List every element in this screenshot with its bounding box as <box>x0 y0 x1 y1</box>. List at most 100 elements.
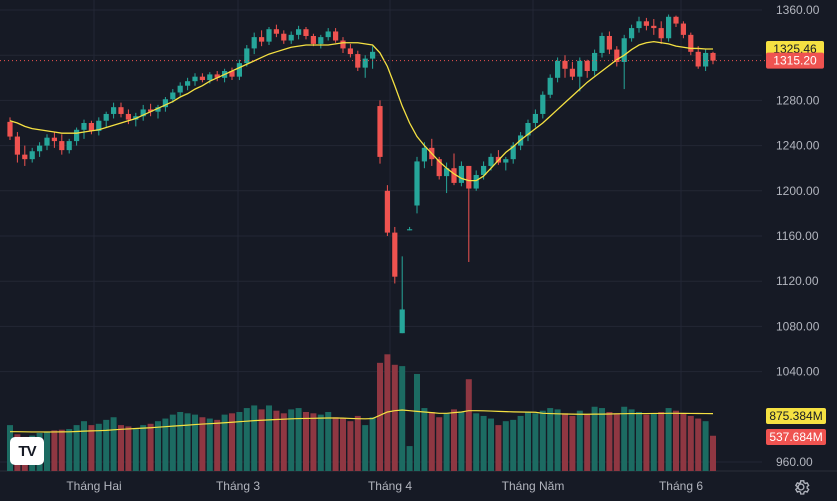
candle-body <box>636 21 642 29</box>
volume-bar <box>221 414 228 471</box>
candle <box>259 30 265 47</box>
candle-body <box>377 106 383 157</box>
candle-body <box>599 35 605 53</box>
volume-bar <box>406 446 413 471</box>
price-tick-label: 1200.00 <box>776 184 820 198</box>
candle-body <box>310 35 316 44</box>
time-tick-label: Tháng 3 <box>216 479 260 493</box>
volume-bar <box>532 413 539 471</box>
volume-ma-tag: 875.384M <box>766 408 826 424</box>
volume-bar <box>303 412 309 471</box>
candle-body <box>562 60 568 69</box>
candle <box>532 109 538 128</box>
candle-body <box>643 21 649 26</box>
candle <box>266 26 272 46</box>
candle <box>525 119 531 142</box>
candle <box>666 14 672 42</box>
time-tick-label: Tháng 6 <box>659 479 703 493</box>
candle-body <box>466 165 472 189</box>
svg-text:537.684M: 537.684M <box>769 430 822 444</box>
candle-body <box>148 109 154 112</box>
volume-bar <box>687 415 694 471</box>
volume-bar <box>458 412 465 471</box>
volume-bar <box>421 408 428 471</box>
volume-bar <box>628 409 635 471</box>
volume-bar <box>295 408 302 471</box>
candle <box>710 51 716 65</box>
volume-bar <box>621 406 628 471</box>
candle <box>414 156 420 214</box>
gear-icon[interactable] <box>791 477 811 497</box>
candle-body <box>333 31 339 41</box>
volume-bar <box>88 425 95 471</box>
last-price-tag: 1315.20 <box>766 52 824 69</box>
candle <box>310 33 316 47</box>
tradingview-logo[interactable]: TV <box>10 437 44 465</box>
candle-body <box>14 136 20 155</box>
candle <box>466 165 472 262</box>
candle-body <box>207 74 213 81</box>
time-axis[interactable]: Tháng Hai Tháng 3 Tháng 4 Tháng Năm Tháng 6 <box>66 479 703 493</box>
candle-body <box>473 174 479 189</box>
volume-bar <box>118 425 124 471</box>
candle <box>370 46 376 69</box>
candle <box>407 226 413 231</box>
volume-bar <box>214 419 221 471</box>
candle <box>59 134 65 155</box>
candlestick-series <box>7 14 716 334</box>
candle-body <box>318 37 324 44</box>
candle-body <box>584 60 590 72</box>
volume-bar <box>584 414 591 471</box>
candle <box>273 24 279 38</box>
candle-body <box>680 23 686 35</box>
candle <box>458 161 464 187</box>
candle-body <box>577 60 583 77</box>
last-volume-tag: 537.684M <box>766 429 826 445</box>
candle-body <box>547 77 553 95</box>
volume-bar <box>162 418 169 471</box>
candle <box>44 134 50 151</box>
candle-body <box>229 71 235 77</box>
price-tags: 1325.46 1315.20 875.384M 537.684M <box>766 41 826 445</box>
volume-bar <box>562 413 568 471</box>
candle-body <box>236 63 242 77</box>
candle <box>569 61 575 81</box>
candle <box>296 25 302 40</box>
candle <box>251 32 257 55</box>
candle-body <box>177 85 183 93</box>
volume-bar <box>310 413 317 471</box>
candle-body <box>118 107 124 114</box>
candle <box>236 59 242 81</box>
candle-body <box>532 113 538 123</box>
candle <box>680 21 686 39</box>
volume-bar <box>650 413 657 471</box>
volume-bar <box>414 373 420 471</box>
candle-body <box>340 40 346 49</box>
price-tick-label: 1120.00 <box>776 274 819 288</box>
volume-bar <box>73 425 80 471</box>
volume-bars <box>7 354 716 471</box>
volume-bar <box>140 425 147 471</box>
candle-body <box>22 154 28 160</box>
candle-body <box>199 76 205 81</box>
price-tick-label: 1080.00 <box>776 319 820 333</box>
candle-body <box>51 137 57 142</box>
candle-body <box>688 34 694 52</box>
candle-body <box>436 159 442 177</box>
volume-bar <box>44 431 50 471</box>
candle-body <box>710 52 716 61</box>
candle <box>325 28 331 41</box>
volume-bar <box>236 412 243 471</box>
candle <box>606 31 612 55</box>
volume-bar <box>81 421 87 471</box>
volume-bar <box>103 419 110 471</box>
candle-body <box>155 107 161 112</box>
candle-body <box>266 29 272 42</box>
candle-body <box>192 76 198 82</box>
candle <box>658 21 664 44</box>
volume-bar <box>184 413 191 471</box>
volume-bar <box>399 366 406 471</box>
volume-bar <box>125 426 132 471</box>
candle-body <box>347 48 353 55</box>
